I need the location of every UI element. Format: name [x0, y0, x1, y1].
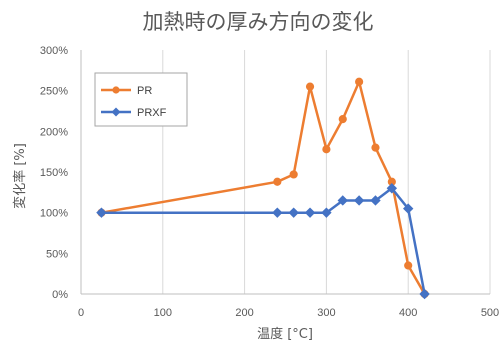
data-point	[321, 207, 332, 218]
legend-item-prxf: PRXF	[101, 107, 167, 119]
x-tick-labels: 0 100 200 300 400 500	[78, 307, 499, 319]
x-tick-label: 300	[317, 307, 335, 319]
data-point	[386, 183, 398, 194]
y-axis-label: 変化率 [%]	[12, 143, 28, 209]
x-tick-label: 200	[235, 307, 253, 319]
x-tick-label: 400	[399, 307, 417, 319]
data-point	[353, 195, 365, 206]
data-point	[370, 195, 381, 206]
data-point	[96, 207, 107, 218]
legend-label: PRXF	[137, 107, 167, 119]
grid	[162, 50, 491, 294]
x-tick-label: 500	[481, 307, 499, 319]
chart-title: 加熱時の厚み方向の変化	[143, 10, 374, 34]
data-point	[304, 207, 316, 218]
x-tick-label: 100	[154, 307, 172, 319]
y-tick-label: 300%	[40, 45, 68, 57]
data-point	[305, 82, 315, 91]
legend-marker	[111, 107, 121, 117]
y-tick-label: 150%	[40, 167, 68, 179]
data-point	[371, 143, 380, 152]
data-point	[402, 203, 414, 214]
y-tick-labels: 0% 50% 100% 150% 200% 250% 300%	[40, 45, 68, 301]
data-point	[338, 115, 347, 124]
y-tick-label: 250%	[40, 86, 68, 98]
data-point	[289, 170, 298, 179]
data-point	[355, 77, 364, 86]
data-point	[288, 207, 299, 218]
legend-item-pr: PR	[101, 85, 152, 97]
legend-box	[94, 72, 188, 127]
data-point	[272, 207, 283, 218]
data-point	[322, 145, 331, 154]
legend-label: PR	[137, 85, 152, 97]
series-prxf	[96, 183, 430, 300]
y-tick-label: 50%	[46, 248, 68, 260]
y-tick-label: 100%	[40, 208, 68, 220]
y-tick-label: 0%	[52, 289, 68, 301]
legend: PR PRXF	[94, 72, 188, 127]
data-point	[337, 195, 348, 206]
data-point	[273, 177, 282, 186]
legend-marker	[112, 86, 120, 94]
data-point	[419, 288, 430, 300]
data-point	[404, 261, 413, 270]
series-lines	[96, 77, 430, 300]
x-axis-label: 温度 [°C]	[257, 326, 313, 342]
x-tick-label: 0	[78, 307, 84, 319]
y-tick-label: 200%	[40, 126, 68, 138]
